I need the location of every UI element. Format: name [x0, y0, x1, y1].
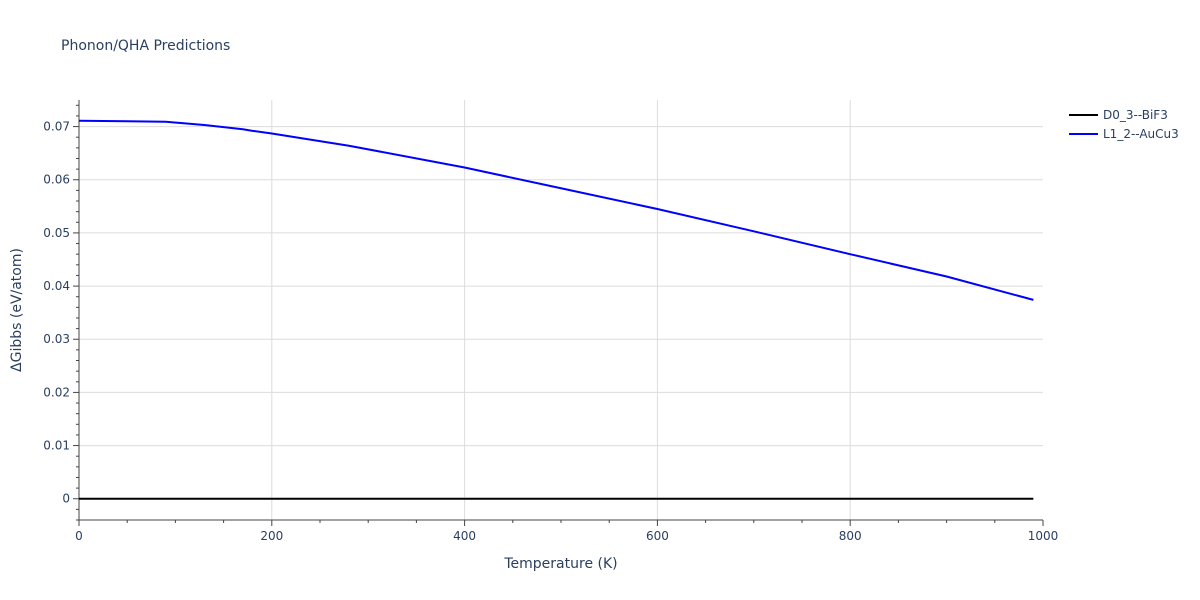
y-tick-label: 0.05 [43, 226, 70, 240]
y-tick-label: 0.03 [43, 332, 70, 346]
chart-title: Phonon/QHA Predictions [61, 38, 230, 54]
y-tick-label: 0.04 [43, 279, 70, 293]
x-axis-title: Temperature (K) [503, 556, 617, 572]
y-axis-title: ΔGibbs (eV/atom) [9, 248, 25, 372]
y-tick-label: 0.07 [43, 120, 70, 134]
axis-layer: 0 200 400 600 800 1000 0 0.01 0.02 0.03 0.04 0.05 0.… [43, 100, 1058, 543]
y-tick-label: 0.02 [43, 385, 70, 399]
x-tick-label: 1000 [1028, 529, 1059, 543]
x-tick-label: 0 [75, 529, 83, 543]
x-tick-label: 400 [453, 529, 476, 543]
series-layer [78, 119, 1034, 500]
legend-label: D0_3--BiF3 [1103, 108, 1168, 122]
x-tick-label: 200 [260, 529, 283, 543]
grid-layer [79, 100, 1043, 520]
x-tick-label: 600 [646, 529, 669, 543]
series-line-1 [78, 119, 1034, 301]
legend: D0_3--BiF3 L1_2--AuCu3 [1069, 108, 1179, 141]
y-tick-label: 0.06 [43, 173, 70, 187]
legend-label: L1_2--AuCu3 [1103, 127, 1179, 141]
y-tick-label: 0.01 [43, 439, 70, 453]
x-tick-label: 800 [839, 529, 862, 543]
y-tick-label: 0 [62, 492, 70, 506]
